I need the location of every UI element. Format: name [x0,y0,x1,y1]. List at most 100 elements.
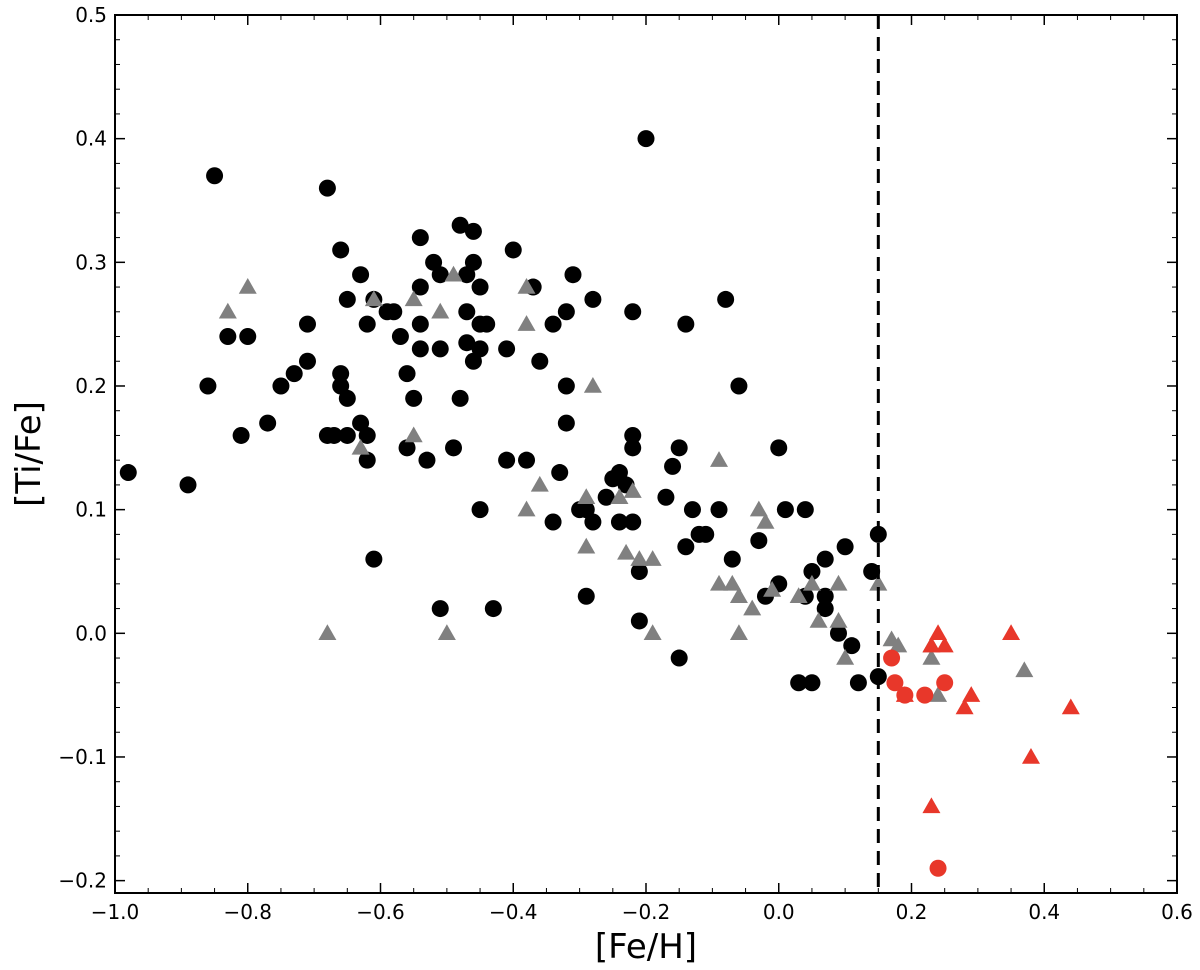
data-point-circle [332,241,350,259]
data-point-triangle [763,581,782,597]
data-point-circle [843,637,861,655]
data-point-triangle [929,686,948,702]
data-point-circle [816,587,834,605]
data-point-circle [624,439,642,457]
data-point-circle [670,649,688,667]
data-point-circle [285,365,303,383]
data-point-circle [272,377,290,395]
data-point-circle [776,501,794,519]
data-point-triangle [617,543,636,560]
data-point-triangle [351,438,370,455]
data-point-circle [471,278,489,296]
data-point-circle [577,587,595,605]
data-point-circle [717,290,735,308]
data-point-circle [298,352,316,370]
data-point-circle [391,328,409,346]
data-point-circle [630,562,648,580]
data-point-triangle [895,686,914,702]
data-point-triangle [610,488,629,505]
data-point-triangle [922,636,941,653]
data-point-circle [411,278,429,296]
data-point-circle [498,340,516,358]
data-point-circle [325,426,343,444]
data-point-circle [365,550,383,568]
data-point-circle [544,513,562,531]
data-point-triangle [869,574,888,591]
data-point-circle [478,315,496,333]
data-point-circle [358,426,376,444]
data-point-triangle [1015,661,1034,678]
data-point-triangle [1002,624,1021,641]
data-point-circle [564,266,582,284]
data-point-circle [836,538,854,556]
data-point-circle [637,130,655,148]
data-point-circle [697,525,715,543]
data-point-circle [863,562,881,580]
data-point-circle [790,674,808,692]
data-point-circle [803,674,821,692]
data-point-triangle [583,376,602,393]
data-point-triangle [517,315,536,331]
data-point-triangle [749,500,768,517]
data-point-circle [816,550,834,568]
data-point-circle [232,426,250,444]
y-axis-label: [Ti/Fe] [9,401,49,507]
data-point-circle [624,513,642,531]
data-point-triangle [802,574,821,591]
data-point-circle [405,389,423,407]
data-point-triangle [710,574,729,591]
data-point-circle [411,229,429,247]
data-point-circle [471,340,489,358]
data-point-circle [358,315,376,333]
data-point-triangle [756,513,775,529]
data-point-triangle [789,587,808,603]
data-point-circle [445,439,463,457]
data-point-circle [431,266,449,284]
data-point-circle [318,179,336,197]
data-point-circle [557,303,575,321]
data-point-circle [584,513,602,531]
data-point-triangle [729,624,748,641]
data-point-triangle [437,624,456,641]
data-point-triangle [929,624,948,641]
data-point-triangle [364,290,383,307]
x-tick-label: 0.6 [1161,900,1193,924]
data-point-circle [886,674,904,692]
data-point-circle [544,315,562,333]
data-point-circle [677,538,695,556]
data-point-circle [332,365,350,383]
data-point-triangle [962,686,981,702]
data-point-triangle [623,482,642,498]
data-point-circle [498,451,516,469]
data-point-triangle [404,426,423,443]
data-point-circle [630,612,648,630]
data-point-circle [451,389,469,407]
axis-ticks: −1.0 −0.8 −0.6 −0.4 −0.2 0.0 0.2 0.4 0.6 −0.2 −0.1… [58,3,1192,924]
y-tick-label: 0.1 [75,498,107,522]
x-tick-label: −1.0 [91,900,140,924]
data-point-circle [259,414,277,432]
data-point-triangle [643,624,662,641]
data-point-circle [829,624,847,642]
data-point-triangle [723,574,742,591]
data-point-circle [398,365,416,383]
data-point-circle [338,426,356,444]
data-point-circle [385,303,403,321]
y-tick-label: 0.3 [75,250,107,274]
data-point-circle [670,439,688,457]
x-tick-label: 0.4 [1028,900,1060,924]
data-point-circle [518,451,536,469]
data-point-circle [796,501,814,519]
data-point-triangle [935,636,954,653]
data-point-triangle [743,599,762,616]
data-point-circle [239,328,257,346]
data-point-triangle [404,290,423,307]
data-point-circle [657,488,675,506]
data-point-circle [624,303,642,321]
data-point-triangle [517,278,536,294]
data-point-circle [557,414,575,432]
data-point-triangle [318,624,337,641]
data-point-circle [551,464,569,482]
data-point-circle [677,315,695,333]
